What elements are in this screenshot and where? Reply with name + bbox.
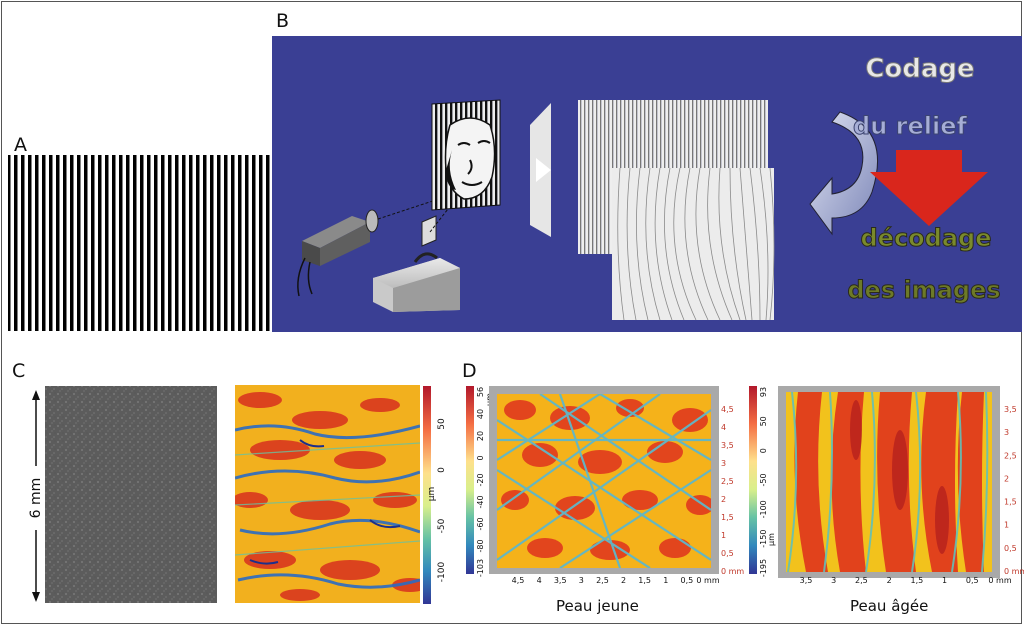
young-x-tick-6: 1,5: [638, 576, 651, 585]
young-x-tick-8: 0,5: [681, 576, 694, 585]
old-x-tick-0: 3,5: [800, 576, 813, 585]
old-colorbar-tick-3: -50: [759, 473, 768, 486]
caption-old-skin: Peau âgée: [850, 597, 929, 615]
colorbar-c-tick-4: -100: [437, 562, 447, 583]
young-skin-map: [497, 394, 711, 568]
panel-letter-d: D: [462, 360, 477, 382]
projection-illustration: Codage du relief décodage des images: [272, 36, 1022, 332]
young-colorbar-tick-0: 56: [476, 387, 485, 397]
deformed-fringe-image: [612, 167, 775, 321]
old-x-tick-7: 0 mm: [988, 576, 1011, 585]
old-y-tick-6: 0,5: [1004, 544, 1017, 553]
old-x-tick-3: 2: [887, 576, 892, 585]
young-x-tick-3: 3: [579, 576, 584, 585]
colorbar-c-unit: µm: [427, 487, 437, 502]
young-y-tick-4: 2,5: [721, 477, 734, 486]
skin-photo: [45, 386, 217, 603]
young-colorbar-tick-5: -40: [476, 495, 485, 508]
panel-letter-c: C: [12, 360, 26, 382]
old-x-tick-6: 0,5: [966, 576, 979, 585]
curved-arrow-icon: [809, 111, 879, 236]
down-arrow-icon: [870, 172, 988, 226]
young-y-tick-8: 0,5: [721, 549, 734, 558]
old-y-tick-2: 2,5: [1004, 451, 1017, 460]
panel-letter-b: B: [276, 10, 290, 32]
young-x-tick-5: 2: [621, 576, 626, 585]
old-x-tick-5: 1: [942, 576, 947, 585]
colorbar-c: [423, 386, 431, 604]
colorbar-c-tick-3: -50: [437, 518, 447, 533]
old-x-tick-1: 3: [831, 576, 836, 585]
fringe-pattern: [8, 155, 272, 331]
young-x-tick-4: 2,5: [596, 576, 609, 585]
colorbar-young: [466, 386, 474, 574]
colorbar-old-unit: µm: [767, 533, 776, 546]
old-colorbar-tick-6: -195: [759, 559, 768, 577]
young-colorbar-tick-2: 20: [476, 431, 485, 441]
young-colorbar-tick-4: -20: [476, 473, 485, 486]
grating-slide: [421, 215, 437, 247]
skin-height-map: [235, 385, 420, 603]
old-colorbar-tick-1: 50: [759, 416, 768, 426]
old-x-tick-4: 1,5: [910, 576, 923, 585]
old-y-tick-7: 0 mm: [1004, 567, 1024, 576]
young-y-tick-5: 2: [721, 495, 726, 504]
label-codage: Codage: [865, 54, 974, 84]
young-colorbar-tick-7: -80: [476, 539, 485, 552]
young-colorbar-tick-6: -60: [476, 517, 485, 530]
old-y-tick-5: 1: [1004, 521, 1009, 530]
panel-d-old: 93 50 0 -50 -100 -150 -195 µm: [749, 386, 1024, 585]
old-y-tick-0: 3,5: [1004, 405, 1017, 414]
colorbar-old: [749, 386, 757, 574]
young-y-tick-7: 1: [721, 531, 726, 540]
young-y-tick-1: 4: [721, 423, 726, 432]
label-des-images: des images: [847, 276, 1000, 304]
young-x-tick-0: 4,5: [512, 576, 525, 585]
young-x-tick-9: 0 mm: [696, 576, 719, 585]
old-colorbar-tick-2: 0: [759, 448, 768, 453]
old-colorbar-tick-0: 93: [759, 387, 768, 397]
young-y-tick-9: 0 mm: [721, 567, 744, 576]
young-x-tick-1: 4: [537, 576, 542, 585]
young-x-tick-7: 1: [663, 576, 668, 585]
colorbar-c-tick-1: 50: [437, 418, 447, 430]
label-du-relief: du relief: [853, 112, 967, 140]
young-y-tick-6: 1,5: [721, 513, 734, 522]
old-colorbar-tick-4: -100: [759, 500, 768, 518]
old-colorbar-tick-5: -150: [759, 530, 768, 548]
old-y-tick-3: 2: [1004, 474, 1009, 483]
panel-c: 6 mm: [22, 385, 447, 604]
young-y-tick-0: 4,5: [721, 405, 734, 414]
caption-young-skin: Peau jeune: [556, 597, 639, 615]
young-y-tick-3: 3: [721, 459, 726, 468]
young-colorbar-tick-1: 40: [476, 409, 485, 419]
old-y-tick-4: 1,5: [1004, 498, 1017, 507]
old-skin-map: [786, 392, 992, 572]
young-colorbar-tick-3: 0: [476, 455, 485, 460]
old-y-tick-1: 3: [1004, 428, 1009, 437]
label-decodage: décodage: [860, 224, 991, 252]
colorbar-c-tick-2: 0: [437, 467, 447, 473]
face-mask-icon: [444, 117, 496, 200]
young-colorbar-tick-8: -103: [476, 559, 485, 577]
old-x-tick-2: 2,5: [855, 576, 868, 585]
scale-label: 6 mm: [28, 478, 44, 519]
panel-letter-a: A: [14, 134, 27, 156]
young-y-tick-2: 3,5: [721, 441, 734, 450]
young-x-tick-2: 3,5: [554, 576, 567, 585]
camera-icon: [297, 209, 379, 297]
